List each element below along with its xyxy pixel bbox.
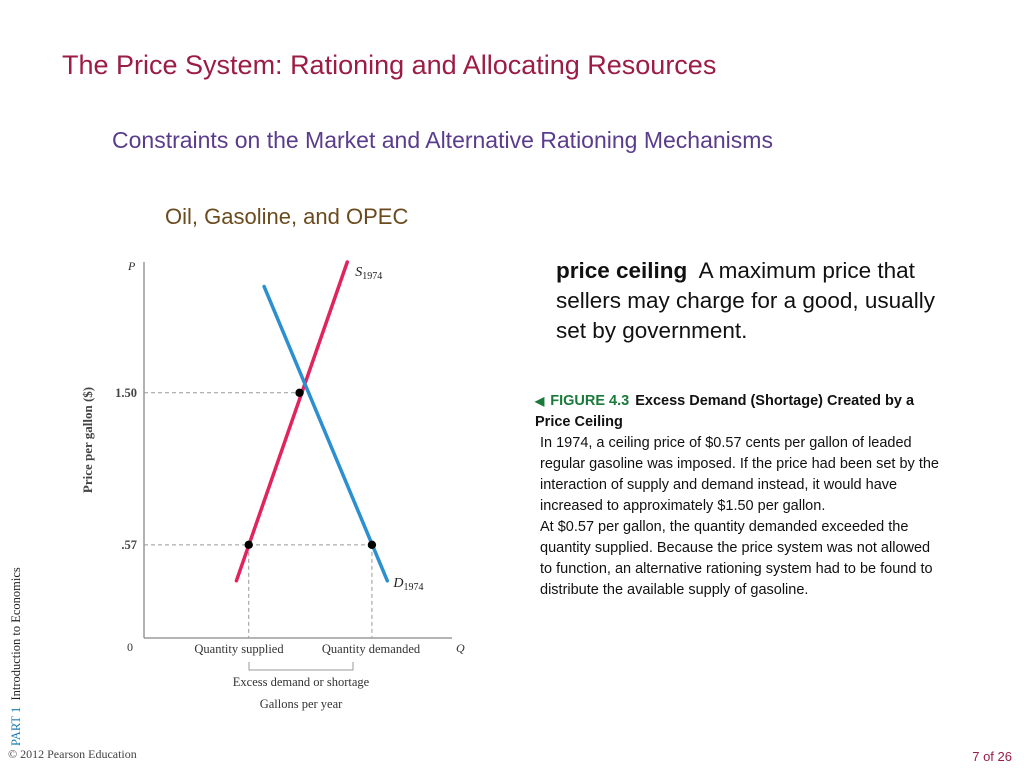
part-number: PART 1 xyxy=(9,706,23,746)
definition-box: price ceiling A maximum price that selle… xyxy=(556,256,956,346)
figure-title: Excess Demand (Shortage) Created by a Pr… xyxy=(535,393,915,430)
quantity-supplied-point xyxy=(244,540,253,550)
y-axis-title: Price per gallon ($) xyxy=(80,387,95,493)
figure-caption-heading: ◀ FIGURE 4.3 Excess Demand (Shortage) Crea… xyxy=(535,391,945,433)
part-title: Introduction to Economics xyxy=(9,567,23,701)
points xyxy=(244,388,377,550)
supply-demand-chart: S1974 D1974 P Q 0 Price per gallon ($) .5… xyxy=(80,259,465,711)
triangle-left-icon: ◀ xyxy=(535,394,545,408)
d1974-curve xyxy=(262,284,390,583)
curves: S1974 D1974 xyxy=(234,260,423,593)
page-number: 7 of 26 xyxy=(972,749,1012,764)
copyright-footer: © 2012 Pearson Education xyxy=(8,747,137,761)
x-label-shortage: Excess demand or shortage xyxy=(233,675,370,689)
y-axis-symbol: P xyxy=(127,259,136,273)
y-tick-label: 1.50 xyxy=(115,386,137,400)
figure-paragraph-1: In 1974, a ceiling price of $0.57 cents … xyxy=(540,435,939,514)
x-label-quantity-demanded: Quantity demanded xyxy=(322,642,421,656)
slide-title: The Price System: Rationing and Allocati… xyxy=(62,50,717,80)
s1974-curve xyxy=(234,260,350,583)
x-axis-units: Gallons per year xyxy=(260,697,343,711)
d1974-label-year: 1974 xyxy=(403,582,423,593)
guide-lines xyxy=(144,392,373,638)
definition-term: price ceiling xyxy=(556,258,688,283)
x-axis-symbol: Q xyxy=(456,641,465,655)
figure-paragraph-2: At $0.57 per gallon, the quantity demand… xyxy=(540,519,933,598)
definition-text: A maximum price that sellers may charge … xyxy=(556,258,935,343)
figure-label: FIGURE 4.3 xyxy=(550,393,630,409)
figure-caption: ◀ FIGURE 4.3 Excess Demand (Shortage) Crea… xyxy=(535,391,945,601)
origin-label: 0 xyxy=(127,640,133,654)
y-tick-labels: .57 1.50 xyxy=(115,386,137,552)
x-label-quantity-supplied: Quantity supplied xyxy=(194,642,284,656)
shortage-bracket xyxy=(248,662,354,671)
slide-subtitle: Constraints on the Market and Alternativ… xyxy=(112,127,773,153)
s1974-label: S1974 xyxy=(355,265,382,282)
part-side-label: PART 1 Introduction to Economics xyxy=(9,567,24,746)
d1974-label: D1974 xyxy=(392,576,423,593)
y-tick-label: .57 xyxy=(121,538,137,552)
quantity-demanded-point xyxy=(367,540,377,550)
s1974-label-year: 1974 xyxy=(362,271,382,282)
equilibrium-point xyxy=(295,388,304,397)
section-heading: Oil, Gasoline, and OPEC xyxy=(165,204,409,229)
